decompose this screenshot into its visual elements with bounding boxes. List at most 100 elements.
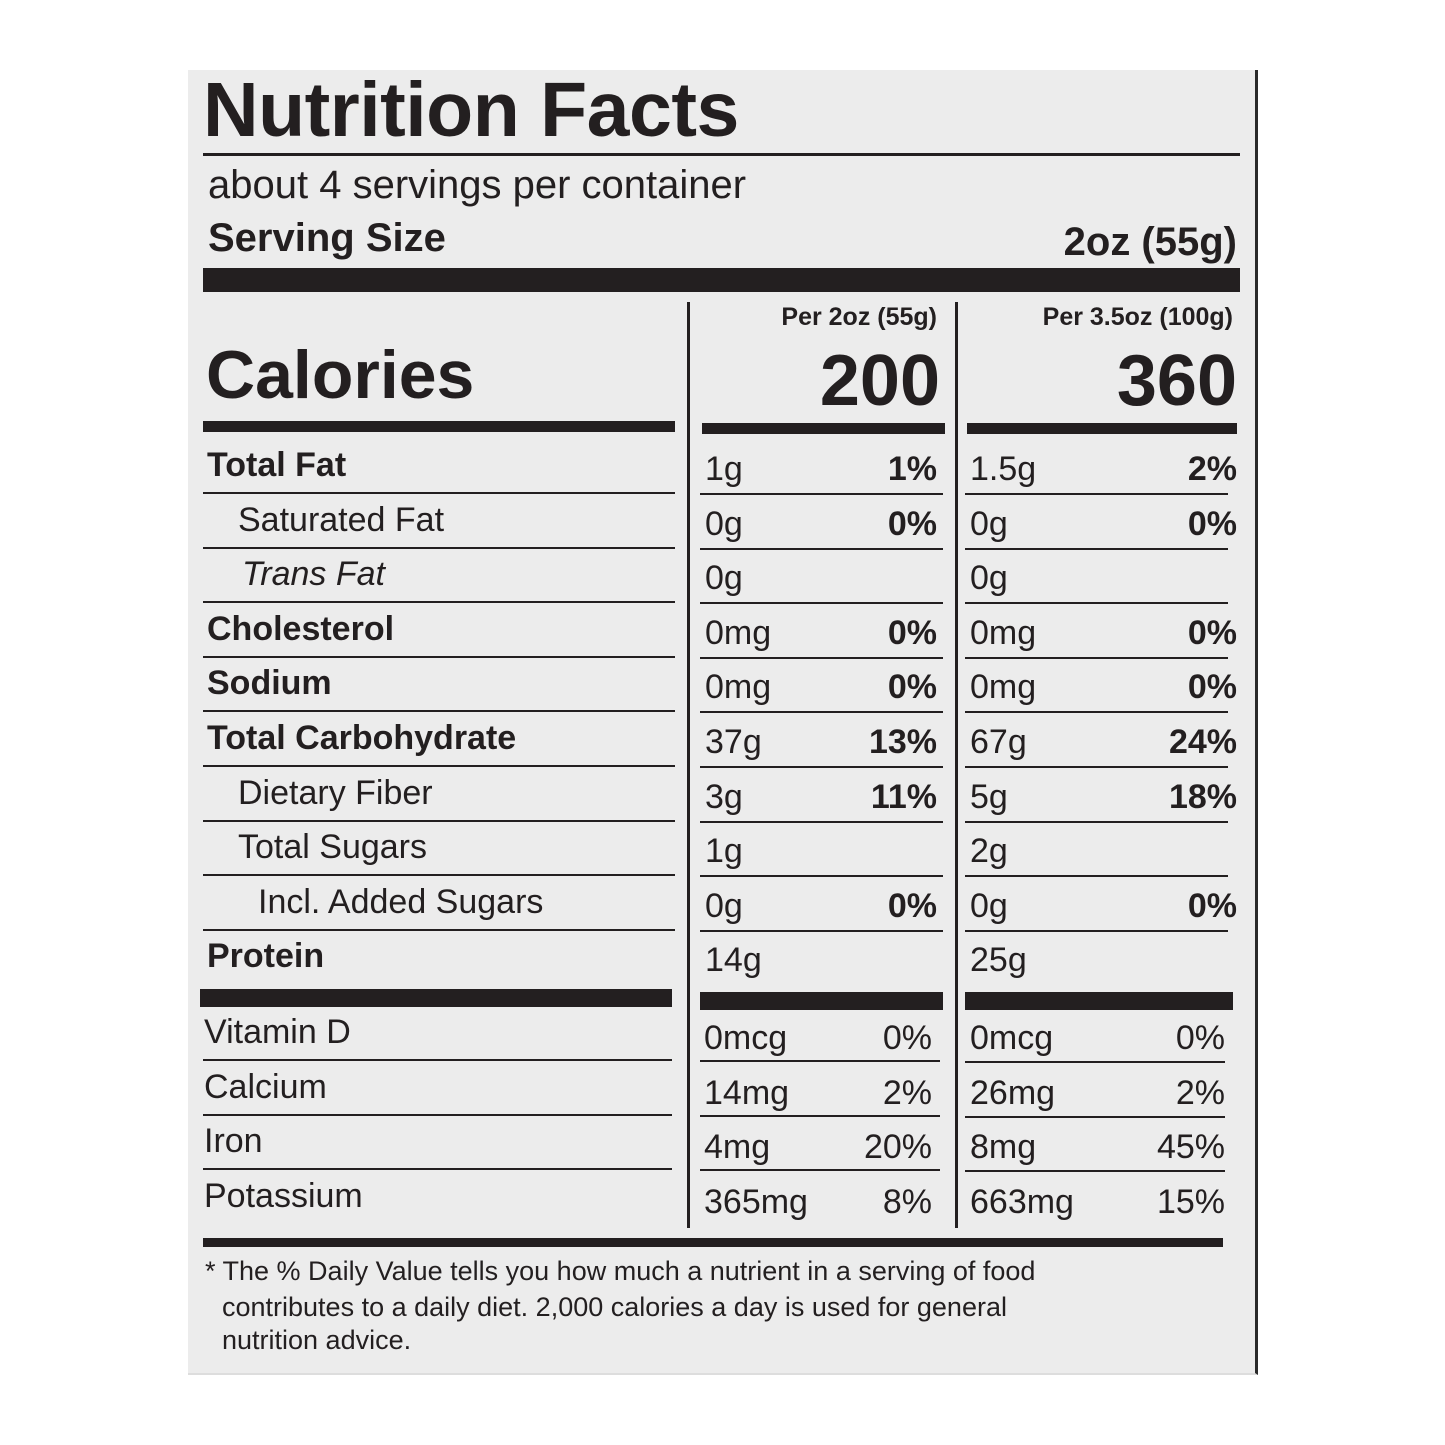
- row-divider: [700, 493, 943, 495]
- row-divider: [203, 492, 675, 494]
- row-divider: [203, 765, 675, 767]
- row-divider: [700, 821, 943, 823]
- row-divider: [203, 874, 675, 876]
- column-header-serving: Per 2oz (55g): [781, 303, 937, 331]
- amount-serving: 3g: [705, 777, 743, 816]
- row-divider: [965, 657, 1228, 659]
- calories-serving: 200: [819, 341, 940, 421]
- dv-serving: 0%: [887, 668, 937, 707]
- amount-100g: 0g: [970, 504, 1008, 543]
- dv-serving: 0%: [887, 886, 937, 925]
- nutrient-label: Total Sugars: [238, 828, 427, 867]
- row-divider: [965, 821, 1228, 823]
- amount-serving: 0mg: [705, 613, 772, 652]
- label-title: Nutrition Facts: [203, 67, 739, 153]
- amount-100g: 0g: [970, 886, 1008, 925]
- vitamin-label: Iron: [204, 1122, 263, 1161]
- dv-100g: 2%: [1187, 450, 1237, 488]
- thick-divider: [200, 989, 672, 1007]
- dv-100g: 24%: [1168, 723, 1237, 761]
- row-divider: [203, 710, 675, 712]
- amount-100g: 26mg: [970, 1073, 1056, 1112]
- dv-100g: 0%: [1187, 613, 1237, 652]
- dv-100g: 0%: [1187, 886, 1237, 925]
- serving-size-label: Serving Size: [208, 216, 446, 260]
- dv-100g: 0%: [1175, 1019, 1225, 1057]
- row-divider: [700, 548, 943, 550]
- row-divider: [965, 602, 1228, 604]
- nutrient-label: Sodium: [207, 664, 332, 703]
- dv-serving: 11%: [870, 777, 937, 816]
- thick-divider: [702, 423, 945, 434]
- footnote-line: * The % Daily Value tells you how much a…: [205, 1256, 1036, 1286]
- column-header-100g: Per 3.5oz (100g): [1042, 303, 1233, 331]
- dv-100g: 18%: [1168, 777, 1237, 816]
- amount-100g: 0mg: [970, 613, 1037, 652]
- row-divider: [700, 1169, 940, 1171]
- dv-100g: 45%: [1156, 1128, 1225, 1167]
- dv-serving: 1%: [887, 450, 937, 488]
- amount-serving: 0mg: [705, 668, 772, 707]
- amount-serving: 14mg: [704, 1073, 790, 1112]
- calories-100g: 360: [1116, 341, 1237, 421]
- row-divider: [965, 1116, 1225, 1118]
- row-divider: [700, 1060, 940, 1062]
- row-divider: [203, 547, 675, 549]
- dv-serving: 0%: [887, 504, 937, 543]
- row-divider: [203, 601, 675, 603]
- row-divider: [700, 657, 943, 659]
- vitamin-label: Calcium: [204, 1067, 327, 1106]
- column-divider: [687, 302, 690, 1228]
- amount-100g: 663mg: [970, 1183, 1074, 1222]
- nutrient-label: Trans Fat: [242, 555, 385, 594]
- calories-label: Calories: [206, 337, 475, 413]
- row-divider: [203, 929, 675, 931]
- serving-size-value: 2oz (55g): [1063, 220, 1237, 264]
- row-divider: [700, 930, 943, 932]
- dv-serving: 0%: [882, 1019, 932, 1057]
- amount-100g: 0g: [970, 559, 1008, 598]
- amount-serving: 0g: [705, 886, 743, 925]
- row-divider: [203, 1059, 672, 1061]
- amount-100g: 25g: [970, 941, 1027, 980]
- amount-100g: 67g: [970, 723, 1027, 761]
- dv-serving: 13%: [868, 723, 937, 761]
- row-divider: [203, 1114, 672, 1116]
- amount-serving: 1g: [705, 832, 743, 871]
- row-divider: [965, 548, 1228, 550]
- nutrient-label: Protein: [207, 937, 325, 976]
- row-divider: [965, 875, 1228, 877]
- vitamin-label: Vitamin D: [204, 1013, 351, 1051]
- dv-serving: 2%: [882, 1073, 932, 1112]
- amount-serving: 14g: [705, 941, 762, 980]
- footnote-line: contributes to a daily diet. 2,000 calor…: [222, 1292, 1007, 1322]
- nutrient-label: Cholesterol: [207, 609, 395, 648]
- amount-serving: 0g: [705, 504, 743, 543]
- thick-divider: [203, 268, 1240, 292]
- row-divider: [700, 766, 943, 768]
- nutrient-label: Total Carbohydrate: [207, 719, 517, 757]
- row-divider: [700, 875, 943, 877]
- amount-serving: 0g: [705, 559, 743, 598]
- nutrient-label: Saturated Fat: [238, 500, 445, 539]
- nutrient-label: Dietary Fiber: [238, 773, 433, 812]
- divider: [203, 153, 1240, 156]
- amount-100g: 2g: [970, 832, 1008, 871]
- dv-100g: 15%: [1156, 1183, 1225, 1222]
- thick-divider: [965, 992, 1233, 1010]
- amount-serving: 365mg: [704, 1183, 808, 1222]
- nutrient-label: Incl. Added Sugars: [258, 882, 544, 921]
- row-divider: [965, 1061, 1225, 1063]
- thick-divider: [700, 992, 943, 1010]
- amount-serving: 1g: [705, 450, 743, 488]
- row-divider: [965, 930, 1228, 932]
- amount-100g: 1.5g: [970, 450, 1037, 488]
- thick-divider: [203, 421, 675, 432]
- amount-serving: 37g: [705, 723, 762, 761]
- column-divider: [955, 302, 958, 1228]
- row-divider: [700, 602, 943, 604]
- amount-serving: 4mg: [704, 1128, 771, 1167]
- dv-100g: 0%: [1187, 504, 1237, 543]
- dv-serving: 20%: [863, 1128, 932, 1167]
- row-divider: [700, 711, 943, 713]
